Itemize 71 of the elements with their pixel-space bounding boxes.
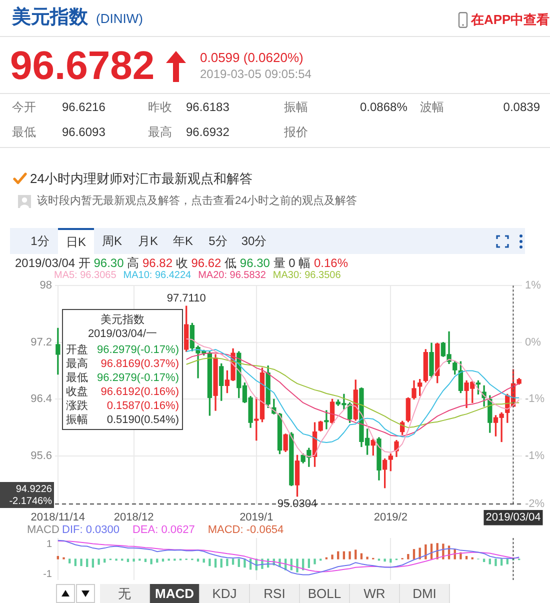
chart-title: MACD bbox=[27, 524, 60, 538]
x-tick-label: 2019/1 bbox=[240, 512, 274, 524]
text: 0.0868% bbox=[360, 100, 408, 114]
y-tick-label: 97.2 bbox=[30, 336, 52, 348]
annotation: 2019/03/04/一 bbox=[86, 328, 158, 342]
text: 96.6932 bbox=[186, 125, 230, 140]
y-tick-label: 95.6 bbox=[30, 450, 52, 462]
ref-line-label: 94.9226 -2.1746% bbox=[9, 484, 52, 507]
text: 该时段内暂无最新观点及解答，点击查看24小时之前的观点及解答 bbox=[37, 195, 358, 208]
text: 今开 bbox=[12, 100, 36, 114]
x-tick-label: 2019/03/04 bbox=[486, 512, 541, 524]
text: (DINIW) bbox=[96, 11, 143, 27]
text: 96.6782 bbox=[10, 43, 155, 90]
y-tick-label: 96.4 bbox=[30, 393, 52, 406]
text: 0.0839 bbox=[503, 100, 540, 114]
series-label: DIF: 0.0300 bbox=[62, 524, 120, 538]
text: 无 bbox=[100, 584, 150, 603]
text: MA10: 96.4224 bbox=[123, 270, 192, 282]
y2-tick-label: 0% bbox=[525, 336, 542, 348]
y2-tick-label: -1% bbox=[525, 393, 545, 406]
text: 96.6216 bbox=[62, 100, 106, 114]
text: 波幅 bbox=[420, 100, 444, 114]
text: 1分 bbox=[30, 233, 50, 250]
text: 最高 bbox=[148, 125, 172, 140]
text: 2019/03/04 开 96.30 高 96.82 收 96.62 低 96.30 量 0 幅 0.16% bbox=[15, 256, 348, 270]
x-tick-label: 2018/11/14 bbox=[30, 512, 86, 524]
y2-tick-label: -2% bbox=[525, 498, 545, 510]
text: 日K bbox=[58, 228, 94, 254]
text: WR bbox=[350, 584, 400, 603]
y-tick-label: -1 bbox=[43, 568, 52, 580]
text: 报价 bbox=[284, 125, 308, 140]
text: 年K bbox=[172, 233, 194, 250]
text: 0.0599 (0.0620%) bbox=[200, 50, 304, 66]
text: 30分 bbox=[240, 233, 268, 250]
text: DMI bbox=[400, 584, 450, 603]
text: 5分 bbox=[208, 233, 228, 250]
text: RSI bbox=[250, 584, 300, 603]
text: 2019-03-05 09:05:54 bbox=[200, 67, 312, 82]
y2-tick-label: -1% bbox=[525, 450, 545, 462]
annotation: 最高 96.8169(0.37%) bbox=[66, 358, 179, 372]
text: 涨跌 0.1587(0.16%) bbox=[66, 400, 179, 412]
text: 昨收 bbox=[148, 100, 172, 114]
x-tick-label: 2019/2 bbox=[374, 512, 408, 524]
text: 最低 bbox=[12, 125, 36, 140]
text: BOLL bbox=[300, 584, 350, 603]
text: 96.6093 bbox=[62, 125, 106, 140]
text: 月K bbox=[136, 233, 159, 250]
annotation: 收盘 96.6192(0.16%) bbox=[66, 386, 179, 400]
text: 96.6183 bbox=[186, 100, 230, 114]
text: KDJ bbox=[200, 584, 250, 603]
annotation: 开盘 96.2979(-0.17%) bbox=[66, 344, 179, 358]
text: 在APP中查看 bbox=[471, 12, 550, 28]
text: 24小时内理财师对汇市最新观点和解答 bbox=[30, 171, 252, 187]
series-label: DEA: 0.0627 bbox=[132, 524, 195, 538]
text: 周K bbox=[100, 233, 123, 250]
text: MA20: 96.5832 bbox=[198, 270, 266, 282]
y-tick-label: 1 bbox=[46, 538, 52, 550]
y-tick-label: 98 bbox=[40, 280, 52, 292]
text: 美元指数 bbox=[12, 7, 88, 30]
annotation: 美元指数 bbox=[100, 314, 146, 328]
text: 振幅 bbox=[284, 100, 308, 114]
y2-tick-label: 1% bbox=[525, 280, 542, 292]
annotation: 95.0304 bbox=[277, 498, 318, 510]
text: MA30: 96.3506 bbox=[272, 270, 341, 282]
annotation: 97.7110 bbox=[166, 292, 206, 305]
text: MACD: -0.0654 bbox=[208, 524, 284, 538]
text: 振幅 0.5190(0.54%) bbox=[66, 414, 179, 426]
x-tick-label: 2018/12 bbox=[114, 512, 154, 524]
text: MA5: 96.3065 bbox=[54, 270, 116, 282]
annotation: 最低 96.2979(-0.17%) bbox=[66, 372, 179, 386]
text: MACD bbox=[150, 584, 200, 603]
